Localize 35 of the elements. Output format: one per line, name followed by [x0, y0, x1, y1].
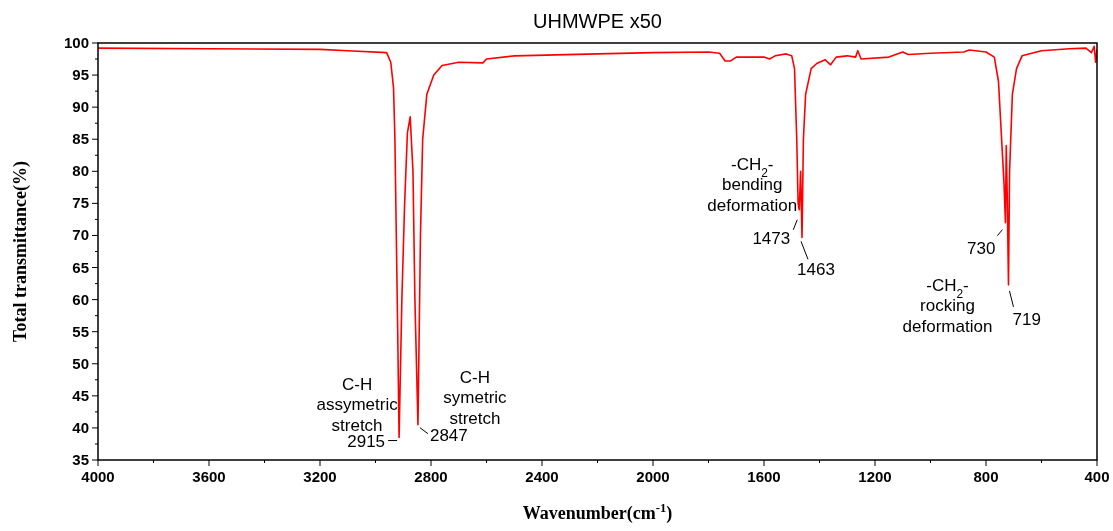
y-tick-label: 40 [72, 418, 89, 436]
y-tick-label: 45 [72, 386, 89, 404]
y-tick-label: 85 [72, 130, 89, 148]
annotation: 2847 [429, 425, 468, 445]
x-tick-label: 400 [1084, 468, 1110, 485]
x-tick-label: 3200 [303, 468, 337, 485]
y-axis-title: Total transmittance(%) [10, 161, 31, 342]
chart-title: UHMWPE x50 [533, 10, 662, 32]
x-axis-title: Wavenumber(cm$^{-1}$) [522, 501, 673, 524]
annotation: -CH$_{2}$- rocking deformation [902, 275, 993, 336]
y-tick-label: 65 [72, 258, 89, 276]
x-tick-label: 3600 [192, 468, 226, 485]
x-tick-label: 2400 [525, 468, 559, 485]
x-tick-label: 2800 [414, 468, 448, 485]
x-tick-label: 2000 [636, 468, 670, 485]
y-tick-label: 55 [72, 322, 89, 340]
y-tick-label: 90 [72, 98, 89, 116]
y-tick-label: 80 [72, 162, 89, 180]
annotation: -CH$_{2}$- bending deformation [707, 154, 798, 215]
y-tick-label: 35 [72, 451, 89, 468]
y-tick-label: 70 [72, 226, 89, 244]
annotation: 719 [1012, 309, 1041, 329]
annotation: 1463 [797, 260, 835, 280]
annotation: 1473 [752, 228, 791, 248]
x-tick-label: 1600 [747, 468, 781, 485]
y-tick-label: 95 [72, 66, 89, 84]
y-tick-label: 50 [72, 354, 89, 372]
annotation: C-H symetric stretch [443, 367, 508, 428]
annotation: 730 [967, 238, 996, 258]
x-tick-label: 4000 [81, 468, 115, 485]
y-tick-label: 75 [72, 194, 89, 212]
x-tick-label: 1200 [858, 468, 892, 485]
x-tick-label: 800 [973, 468, 999, 485]
y-tick-label: 100 [63, 34, 89, 51]
y-tick-label: 60 [72, 290, 89, 308]
